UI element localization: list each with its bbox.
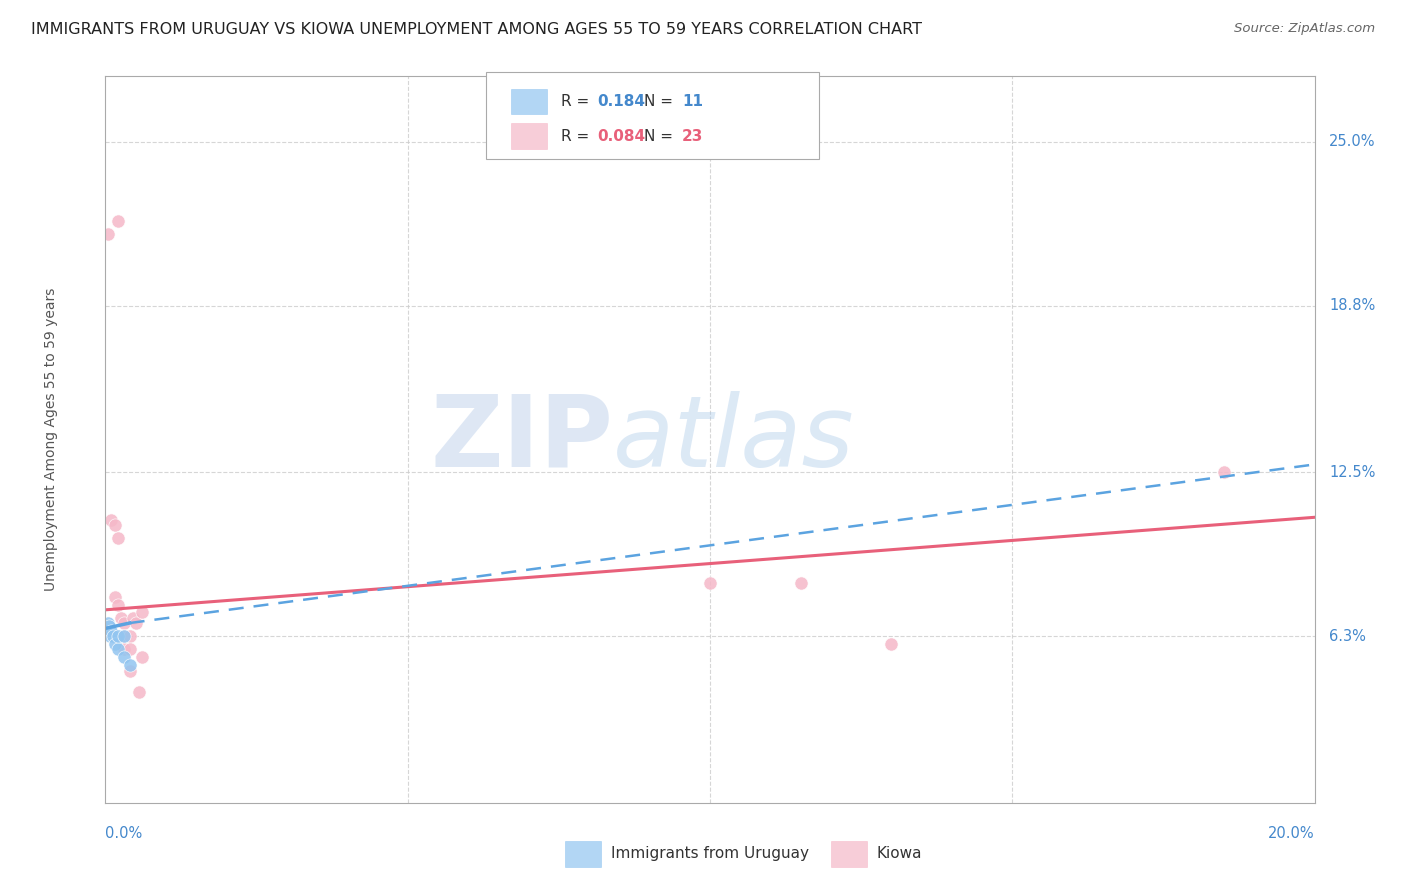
FancyBboxPatch shape bbox=[510, 88, 547, 114]
Text: R =: R = bbox=[561, 128, 595, 144]
Text: 20.0%: 20.0% bbox=[1268, 826, 1315, 841]
Text: Unemployment Among Ages 55 to 59 years: Unemployment Among Ages 55 to 59 years bbox=[44, 287, 58, 591]
Text: N =: N = bbox=[644, 128, 678, 144]
FancyBboxPatch shape bbox=[486, 72, 818, 160]
Point bbox=[107, 598, 129, 612]
Point bbox=[100, 513, 122, 527]
Point bbox=[103, 518, 125, 533]
Text: 23: 23 bbox=[682, 128, 703, 144]
FancyBboxPatch shape bbox=[565, 841, 602, 867]
Point bbox=[118, 642, 141, 657]
Text: 0.084: 0.084 bbox=[598, 128, 645, 144]
Text: ZIP: ZIP bbox=[430, 391, 613, 488]
Point bbox=[107, 214, 129, 228]
Text: Immigrants from Uruguay: Immigrants from Uruguay bbox=[610, 847, 808, 861]
Point bbox=[103, 637, 125, 651]
Text: 25.0%: 25.0% bbox=[1329, 135, 1375, 149]
Point bbox=[100, 624, 122, 638]
Text: Kiowa: Kiowa bbox=[877, 847, 922, 861]
FancyBboxPatch shape bbox=[831, 841, 868, 867]
Point bbox=[101, 629, 124, 643]
Point bbox=[124, 615, 148, 630]
Point bbox=[107, 642, 129, 657]
Point bbox=[98, 629, 121, 643]
Point bbox=[107, 629, 129, 643]
Point bbox=[112, 642, 135, 657]
Point bbox=[118, 629, 141, 643]
Point bbox=[1212, 466, 1236, 480]
FancyBboxPatch shape bbox=[510, 123, 547, 149]
Text: N =: N = bbox=[644, 94, 678, 109]
Point bbox=[103, 590, 125, 604]
Text: R =: R = bbox=[561, 94, 595, 109]
Point bbox=[112, 629, 135, 643]
Text: 12.5%: 12.5% bbox=[1329, 465, 1375, 480]
Text: atlas: atlas bbox=[613, 391, 855, 488]
Point bbox=[97, 227, 120, 242]
Point bbox=[699, 576, 721, 591]
Point bbox=[118, 658, 141, 673]
Point bbox=[112, 615, 135, 630]
Text: Source: ZipAtlas.com: Source: ZipAtlas.com bbox=[1234, 22, 1375, 36]
Point bbox=[110, 611, 132, 625]
Text: 0.184: 0.184 bbox=[598, 94, 645, 109]
Point bbox=[112, 650, 135, 665]
Point bbox=[98, 618, 121, 632]
Text: 0.0%: 0.0% bbox=[105, 826, 142, 841]
Text: 18.8%: 18.8% bbox=[1329, 298, 1375, 313]
Point bbox=[112, 629, 135, 643]
Point bbox=[97, 615, 120, 630]
Text: IMMIGRANTS FROM URUGUAY VS KIOWA UNEMPLOYMENT AMONG AGES 55 TO 59 YEARS CORRELAT: IMMIGRANTS FROM URUGUAY VS KIOWA UNEMPLO… bbox=[31, 22, 922, 37]
Point bbox=[107, 532, 129, 546]
Point bbox=[128, 685, 150, 699]
Point bbox=[880, 637, 903, 651]
Point bbox=[131, 606, 153, 620]
Point bbox=[131, 650, 153, 665]
Point bbox=[121, 611, 143, 625]
Point bbox=[118, 664, 141, 678]
Point bbox=[790, 576, 813, 591]
Text: 11: 11 bbox=[682, 94, 703, 109]
Text: 6.3%: 6.3% bbox=[1329, 629, 1367, 644]
